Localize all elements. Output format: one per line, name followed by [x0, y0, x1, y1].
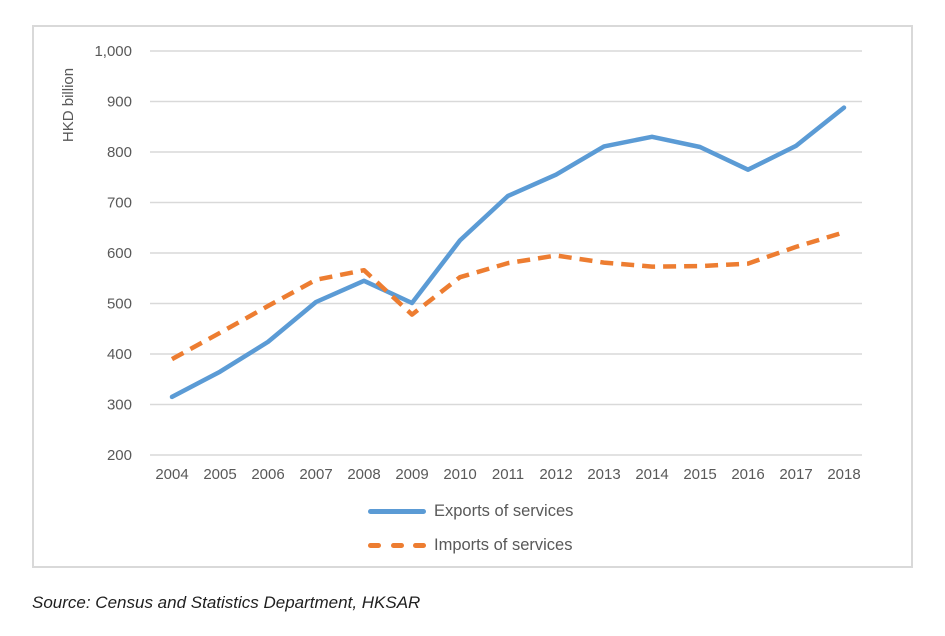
- x-tick-label: 2011: [492, 466, 524, 483]
- x-tick-label: 2004: [155, 466, 188, 483]
- y-tick-label: 800: [107, 144, 132, 161]
- x-tick-label: 2017: [779, 466, 812, 483]
- x-tick-label: 2013: [587, 466, 620, 483]
- chart-card: 1,000 900 800 700 600 500 400 300 200 2004 2005 200…: [32, 25, 913, 568]
- exports-line-swatch: [368, 508, 426, 514]
- x-tick-label: 2015: [683, 466, 716, 483]
- exports-series-line: [169, 105, 847, 400]
- y-tick-label: 1,000: [94, 43, 132, 60]
- y-tick-label: 400: [107, 346, 132, 363]
- x-tick-label: 2005: [203, 466, 236, 483]
- y-tick-label: 200: [107, 447, 132, 464]
- y-axis-tick-labels: 1,000 900 800 700 600 500 400 300 200: [94, 43, 132, 464]
- x-tick-label: 2006: [251, 466, 284, 483]
- x-tick-label: 2014: [635, 466, 668, 483]
- y-tick-label: 700: [107, 195, 132, 212]
- imports-line-swatch: [368, 542, 426, 548]
- x-tick-label: 2007: [299, 466, 332, 483]
- legend: Exports of services Imports of services: [368, 501, 573, 569]
- y-tick-label: 600: [107, 245, 132, 262]
- dash-segment: [368, 542, 381, 548]
- legend-item-imports: Imports of services: [368, 535, 573, 555]
- source-note: Source: Census and Statistics Department…: [32, 593, 421, 612]
- gridlines: [150, 50, 862, 456]
- x-tick-label: 2016: [731, 466, 764, 483]
- legend-label-exports: Exports of services: [434, 501, 574, 520]
- x-tick-label: 2008: [347, 466, 380, 483]
- x-tick-label: 2009: [395, 466, 428, 483]
- y-tick-label: 300: [107, 397, 132, 414]
- y-tick-label: 900: [107, 94, 132, 111]
- dash-segment: [390, 542, 404, 548]
- y-axis-title: HKD billion: [60, 67, 77, 143]
- x-tick-label: 2010: [443, 466, 476, 483]
- x-tick-label: 2012: [539, 466, 572, 483]
- dash-segment: [413, 542, 426, 548]
- legend-label-imports: Imports of services: [434, 535, 573, 554]
- y-tick-label: 500: [107, 296, 132, 313]
- legend-item-exports: Exports of services: [368, 501, 573, 521]
- x-axis-tick-labels: 2004 2005 2006 2007 2008 2009 2010 2011 2012 2013…: [155, 466, 860, 483]
- x-tick-label: 2018: [827, 466, 860, 483]
- imports-series-line: [170, 230, 845, 362]
